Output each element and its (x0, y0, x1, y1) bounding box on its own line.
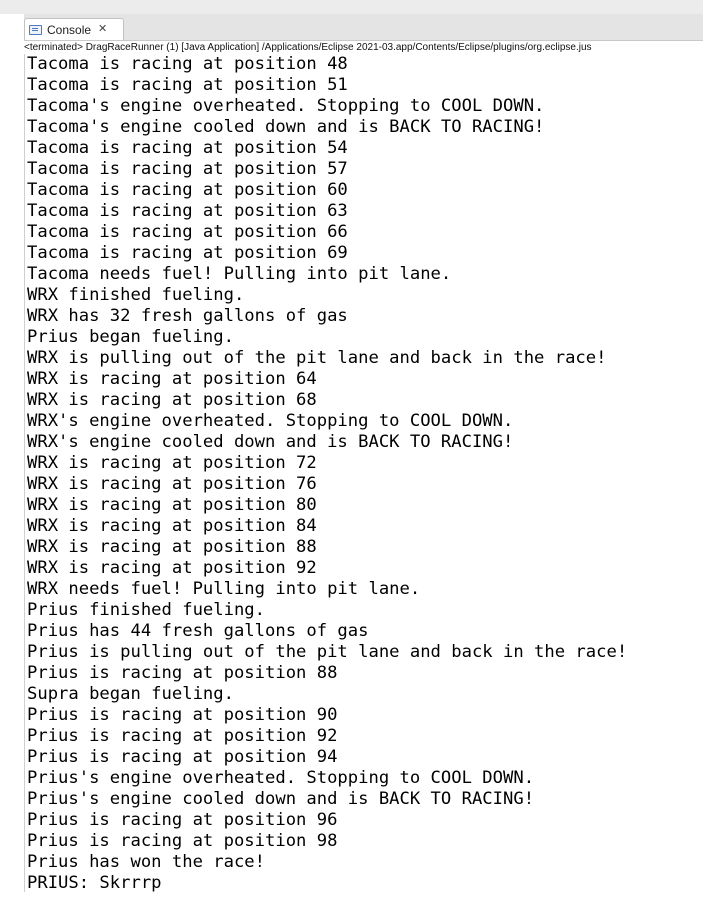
console-line: Tacoma is racing at position 48 (27, 54, 348, 74)
console-line: WRX finished fueling. (27, 285, 245, 305)
console-line: Prius has won the race! (27, 852, 265, 872)
console-line: Prius has 44 fresh gallons of gas (27, 621, 369, 641)
console-line: Prius is racing at position 96 (27, 810, 338, 830)
tab-console-label: Console (47, 22, 92, 37)
console-line: Tacoma is racing at position 60 (27, 180, 348, 200)
console-line: Prius is racing at position 94 (27, 747, 338, 767)
console-line: Prius began fueling. (27, 327, 234, 347)
close-icon[interactable]: ✕ (98, 23, 108, 35)
console-line: Tacoma is racing at position 69 (27, 243, 348, 263)
console-line: WRX's engine overheated. Stopping to COO… (27, 411, 514, 431)
console-line: Prius is racing at position 88 (27, 663, 338, 683)
console-line: Prius is racing at position 92 (27, 726, 338, 746)
console-line: WRX is racing at position 76 (27, 474, 317, 494)
console-line: WRX is racing at position 80 (27, 495, 317, 515)
console-line: Prius's engine cooled down and is BACK T… (27, 789, 535, 809)
console-line: Tacoma is racing at position 51 (27, 75, 348, 95)
console-line: WRX is racing at position 88 (27, 537, 317, 557)
console-line: WRX's engine cooled down and is BACK TO … (27, 432, 514, 452)
console-output[interactable]: Tacoma is racing at position 48 Tacoma is… (24, 54, 703, 892)
console-line: WRX is racing at position 64 (27, 369, 317, 389)
console-line: WRX is racing at position 68 (27, 390, 317, 410)
console-line: Tacoma is racing at position 57 (27, 159, 348, 179)
top-editor-strip (0, 0, 703, 14)
console-line: Tacoma's engine overheated. Stopping to … (27, 96, 545, 116)
console-line: WRX has 32 fresh gallons of gas (27, 306, 348, 326)
console-line: Tacoma's engine cooled down and is BACK … (27, 117, 545, 137)
console-line: Tacoma needs fuel! Pulling into pit lane… (27, 264, 452, 284)
console-line: Supra began fueling. (27, 684, 234, 704)
console-line: WRX needs fuel! Pulling into pit lane. (27, 579, 421, 599)
console-line: Prius's engine overheated. Stopping to C… (27, 768, 535, 788)
console-icon (29, 24, 42, 35)
console-line: WRX is pulling out of the pit lane and b… (27, 348, 607, 368)
console-line: Prius is pulling out of the pit lane and… (27, 642, 628, 662)
console-line: WRX is racing at position 84 (27, 516, 317, 536)
console-line: Prius is racing at position 90 (27, 705, 338, 725)
console-line: Tacoma is racing at position 54 (27, 138, 348, 158)
tab-console[interactable]: Console ✕ (24, 18, 124, 40)
console-line: WRX is racing at position 72 (27, 453, 317, 473)
console-line: Tacoma is racing at position 66 (27, 222, 348, 242)
console-line: PRIUS: Skrrrp (27, 873, 162, 892)
console-tab-bar: Console ✕ (24, 14, 703, 41)
console-line: Tacoma is racing at position 63 (27, 201, 348, 221)
console-line: Prius is racing at position 98 (27, 831, 338, 851)
console-line: Prius finished fueling. (27, 600, 265, 620)
process-status-line: <terminated> DragRaceRunner (1) [Java Ap… (24, 42, 592, 53)
console-line: WRX is racing at position 92 (27, 558, 317, 578)
